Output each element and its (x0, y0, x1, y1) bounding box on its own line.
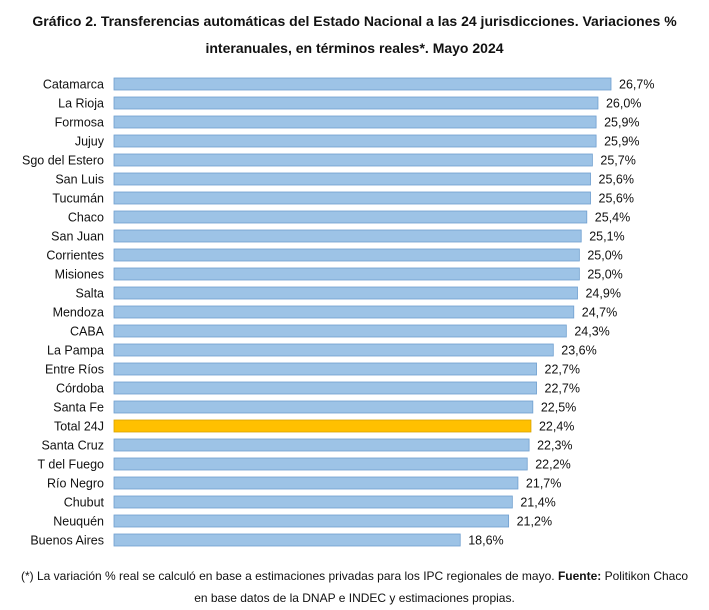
bar (113, 172, 591, 186)
value-label: 24,3% (574, 325, 609, 339)
value-label: 22,4% (539, 420, 574, 434)
bar (113, 115, 597, 129)
bar (113, 324, 567, 338)
value-label: 22,2% (535, 458, 570, 472)
bar (113, 267, 580, 281)
value-label: 25,6% (599, 173, 634, 187)
bar (113, 514, 510, 528)
category-label: Misiones (55, 268, 104, 282)
category-label: Chubut (64, 496, 105, 510)
value-label: 25,4% (595, 211, 630, 225)
footnote-line-1: (*) La variación % real se calculó en ba… (0, 565, 709, 587)
footnote: (*) La variación % real se calculó en ba… (0, 565, 709, 609)
category-label: Salta (76, 287, 105, 301)
value-label: 21,4% (520, 496, 555, 510)
value-label: 26,7% (619, 78, 654, 92)
category-label: Neuquén (53, 515, 104, 529)
value-label: 25,9% (604, 135, 639, 149)
value-label: 25,0% (587, 268, 622, 282)
category-label: Sgo del Estero (22, 154, 104, 168)
value-label: 21,7% (526, 477, 561, 491)
category-label: Tucumán (52, 192, 104, 206)
category-label: Chaco (68, 211, 104, 225)
bar (113, 305, 575, 319)
bar (113, 248, 580, 262)
value-label: 22,3% (537, 439, 572, 453)
bar (113, 343, 554, 357)
bar (113, 495, 513, 509)
footnote-source-label: Fuente: (557, 569, 602, 583)
footnote-line-2: en base datos de la DNAP e INDEC y estim… (194, 591, 515, 605)
category-label: Córdoba (56, 382, 104, 396)
value-label: 25,0% (587, 249, 622, 263)
chart-title-line-2: interanuales, en términos reales*. Mayo … (205, 40, 504, 56)
bar (113, 96, 599, 110)
bar (113, 362, 537, 376)
bar (113, 229, 582, 243)
value-label: 22,7% (545, 382, 580, 396)
bar (113, 134, 597, 148)
bar (113, 210, 588, 224)
category-label: Entre Ríos (45, 363, 104, 377)
bar (113, 77, 612, 91)
value-label: 25,7% (600, 154, 635, 168)
category-label: San Luis (55, 173, 104, 187)
bar-highlight (113, 419, 532, 433)
bar (113, 153, 593, 167)
value-label: 22,7% (545, 363, 580, 377)
category-label: Santa Fe (53, 401, 104, 415)
value-label: 25,9% (604, 116, 639, 130)
footnote-source-text: Politikon Chaco (604, 569, 689, 583)
category-label: La Rioja (58, 97, 104, 111)
category-label: San Juan (51, 230, 104, 244)
bar-chart: Catamarca 26,7% La Rioja 26,0% Formosa 25,9% J… (22, 77, 654, 548)
value-label: 25,6% (599, 192, 634, 206)
value-label: 22,5% (541, 401, 576, 415)
value-label: 21,2% (517, 515, 552, 529)
category-label: Formosa (55, 116, 104, 130)
category-label: La Pampa (47, 344, 104, 358)
category-label: T del Fuego (38, 458, 105, 472)
category-label: Total 24J (54, 420, 104, 434)
bar (113, 476, 519, 490)
chart-title-line-1: Gráfico 2. Transferencias automáticas de… (32, 13, 677, 29)
category-label: Mendoza (53, 306, 104, 320)
category-label: Río Negro (47, 477, 104, 491)
bar (113, 533, 461, 547)
value-label: 23,6% (561, 344, 596, 358)
category-label: CABA (70, 325, 105, 339)
bar (113, 191, 591, 205)
value-label: 24,9% (585, 287, 620, 301)
footnote-note: (*) La variación % real se calculó en ba… (20, 569, 555, 583)
category-label: Catamarca (43, 78, 104, 92)
value-label: 25,1% (589, 230, 624, 244)
chart-title: Gráfico 2. Transferencias automáticas de… (0, 8, 709, 62)
value-label: 18,6% (468, 534, 503, 548)
category-label: Buenos Aires (30, 534, 104, 548)
category-label: Jujuy (75, 135, 105, 149)
bar (113, 381, 537, 395)
bar (113, 400, 534, 414)
bar (113, 438, 530, 452)
value-label: 26,0% (606, 97, 641, 111)
bar (113, 457, 528, 471)
category-label: Santa Cruz (41, 439, 104, 453)
bar (113, 286, 578, 300)
category-label: Corrientes (46, 249, 104, 263)
value-label: 24,7% (582, 306, 617, 320)
